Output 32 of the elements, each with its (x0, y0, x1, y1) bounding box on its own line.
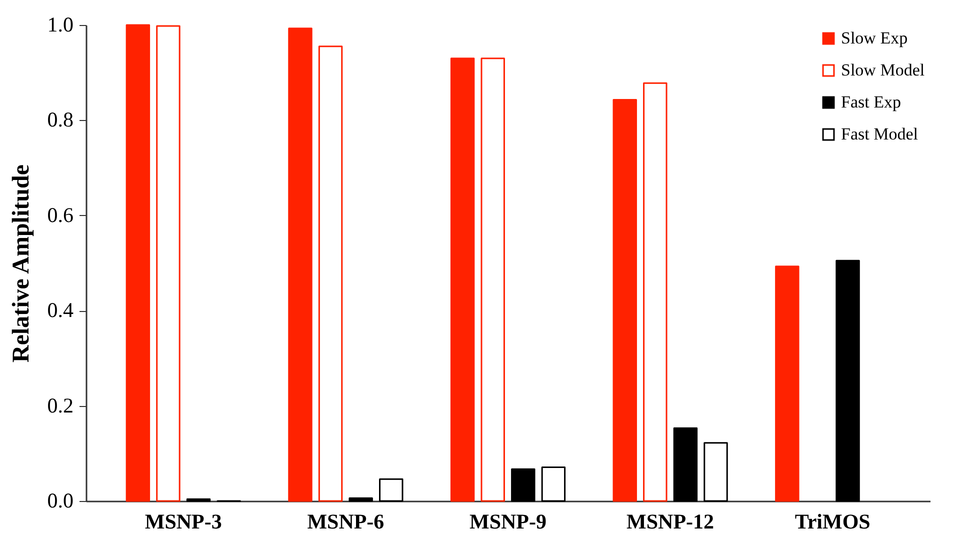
bar (348, 497, 373, 502)
bar (480, 58, 505, 502)
x-tick-label: MSNP-3 (144, 510, 222, 534)
y-tick-label: 0.8 (47, 108, 74, 132)
legend-label: Fast Model (841, 124, 918, 144)
bar (541, 466, 566, 502)
y-tick-label: 0.2 (47, 393, 74, 418)
bar (126, 24, 150, 502)
y-tick-label: 0.0 (47, 488, 74, 512)
legend-label: Slow Exp (841, 28, 908, 48)
bar (379, 478, 404, 502)
bar (643, 82, 668, 502)
bar (450, 58, 475, 502)
bar (288, 28, 312, 502)
x-tick-label: MSNP-9 (470, 510, 546, 534)
bar (612, 98, 637, 502)
x-tick-label: MSNP-12 (626, 510, 714, 534)
x-tick-label: MSNP-6 (307, 510, 384, 534)
y-tick-label: 0.4 (47, 298, 74, 322)
bar (156, 25, 180, 502)
bar (318, 46, 343, 502)
bar (836, 260, 860, 502)
legend-label: Fast Exp (841, 92, 901, 112)
bar (673, 427, 698, 502)
legend-label: Slow Model (841, 60, 925, 80)
bar (775, 266, 800, 502)
y-axis-title: Relative Amplitude (8, 164, 34, 362)
y-tick-label: 1.0 (47, 12, 74, 36)
y-tick-label: 0.6 (47, 202, 74, 227)
bar (704, 442, 728, 502)
x-tick-label: TriMOS (794, 510, 870, 534)
bar (511, 468, 536, 502)
